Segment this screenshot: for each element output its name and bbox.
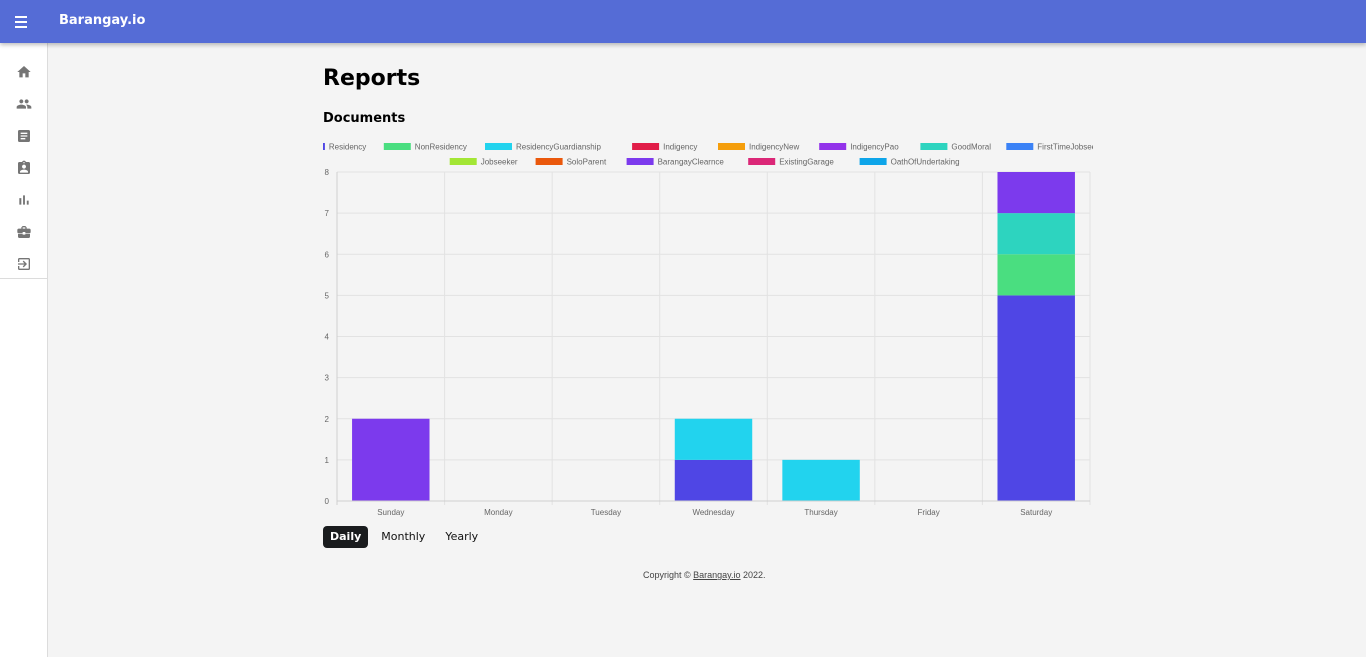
- legend-label: ResidencyGuardianship: [516, 143, 601, 152]
- legend-item[interactable]: IndigencyNew: [718, 143, 799, 152]
- app-brand[interactable]: Barangay.io: [59, 13, 146, 28]
- tab-daily[interactable]: Daily: [323, 526, 369, 548]
- y-tick-label: 5: [325, 291, 330, 300]
- tab-yearly[interactable]: Yearly: [445, 530, 479, 543]
- y-tick-label: 4: [325, 333, 330, 342]
- chart-axes: 0 1 2 3 4 5 6 7 8 Sunday Monday Tuesday Wednesday Thu…: [325, 168, 1090, 517]
- y-tick-label: 6: [325, 250, 330, 259]
- y-tick-label: 0: [325, 497, 330, 506]
- legend-label: FirstTimeJobseeker: [1037, 143, 1093, 152]
- people-icon: [16, 99, 31, 109]
- sidebar: [0, 43, 48, 657]
- legend-swatch: [748, 158, 776, 165]
- legend-label: NonResidency: [415, 143, 467, 152]
- legend-item[interactable]: OathOfUndertaking: [859, 158, 960, 167]
- legend-item[interactable]: Indigency: [632, 143, 697, 152]
- y-tick-label: 3: [325, 374, 330, 383]
- x-tick-label: Wednesday: [692, 508, 734, 517]
- y-tick-label: 7: [325, 209, 330, 218]
- legend-swatch: [485, 143, 512, 150]
- legend-label: GoodMoral: [951, 143, 991, 152]
- footer-prefix: Copyright ©: [643, 570, 694, 580]
- bar-segment[interactable]: [782, 459, 860, 501]
- page-title: Reports: [323, 66, 421, 91]
- legend-item[interactable]: GoodMoral: [920, 143, 991, 152]
- x-tick-label: Friday: [918, 508, 940, 517]
- legend-item[interactable]: BarangayClearnce: [626, 158, 725, 167]
- sidebar-item-documents[interactable]: [0, 120, 47, 152]
- tab-monthly[interactable]: Monthly: [381, 530, 426, 543]
- legend-label: Indigency: [663, 143, 697, 152]
- y-tick-label: 1: [325, 456, 330, 465]
- legend-label: Jobseeker: [481, 158, 518, 167]
- briefcase-icon: [16, 226, 31, 238]
- sidebar-item-home[interactable]: [0, 56, 47, 88]
- bar-segment[interactable]: [997, 254, 1075, 296]
- chart-legend: Residency NonResidency ResidencyGuardiansh…: [323, 143, 1093, 167]
- legend-label: BarangayClearnce: [658, 158, 725, 167]
- section-title: Documents: [323, 111, 406, 126]
- legend-item[interactable]: NonResidency: [383, 143, 467, 152]
- home-icon: [16, 66, 31, 78]
- legend-item[interactable]: SoloParent: [535, 158, 607, 167]
- legend-swatch: [819, 143, 847, 150]
- bar-segment[interactable]: [352, 418, 430, 501]
- legend-item[interactable]: Residency: [323, 143, 366, 152]
- legend-item[interactable]: Jobseeker: [449, 158, 518, 167]
- legend-swatch: [718, 143, 745, 150]
- bar-chart-icon: [18, 195, 29, 205]
- sidebar-item-reports[interactable]: [0, 184, 47, 216]
- y-tick-label: 2: [325, 415, 330, 424]
- legend-label: ExistingGarage: [779, 158, 834, 167]
- chart-bars: [352, 172, 1075, 501]
- x-tick-label: Tuesday: [591, 508, 621, 517]
- sidebar-item-officials[interactable]: [0, 152, 47, 184]
- top-app-bar: Barangay.io: [0, 0, 1366, 43]
- period-tabs: Daily Monthly Yearly: [323, 526, 485, 548]
- legend-swatch: [632, 143, 660, 150]
- documents-bar-chart: Residency NonResidency ResidencyGuardiansh…: [323, 143, 1093, 517]
- legend-label: IndigencyNew: [749, 143, 799, 152]
- legend-swatch: [626, 158, 654, 165]
- assignment-ind-icon: [17, 160, 30, 174]
- sidebar-nav: [0, 43, 47, 279]
- legend-label: Residency: [329, 143, 366, 152]
- document-icon: [17, 130, 30, 142]
- bar-segment[interactable]: [997, 295, 1075, 501]
- legend-label: OathOfUndertaking: [891, 158, 960, 167]
- footer-link[interactable]: Barangay.io: [693, 570, 741, 580]
- legend-item[interactable]: ExistingGarage: [748, 158, 834, 167]
- logout-icon: [17, 258, 30, 270]
- y-tick-label: 8: [325, 168, 330, 177]
- footer-copyright: Copyright © Barangay.io 2022.: [643, 570, 766, 580]
- menu-icon[interactable]: [11, 11, 33, 33]
- bar-segment[interactable]: [997, 213, 1075, 255]
- x-tick-label: Thursday: [804, 508, 837, 517]
- bar-segment[interactable]: [674, 418, 753, 460]
- legend-label: IndigencyPao: [850, 143, 899, 152]
- bar-segment[interactable]: [674, 459, 753, 501]
- x-tick-label: Sunday: [377, 508, 404, 517]
- legend-swatch: [859, 158, 887, 165]
- legend-swatch: [1006, 143, 1034, 150]
- legend-swatch: [535, 158, 563, 165]
- x-tick-label: Saturday: [1020, 508, 1052, 517]
- legend-swatch: [383, 143, 411, 150]
- sidebar-item-business[interactable]: [0, 216, 47, 248]
- footer-suffix: 2022.: [740, 570, 766, 580]
- legend-swatch: [323, 143, 325, 150]
- legend-item[interactable]: FirstTimeJobseeker: [1006, 143, 1093, 152]
- legend-swatch: [449, 158, 477, 165]
- sidebar-item-logout[interactable]: [0, 248, 47, 280]
- legend-item[interactable]: ResidencyGuardianship: [485, 143, 601, 152]
- x-tick-label: Monday: [484, 508, 512, 517]
- legend-swatch: [920, 143, 948, 150]
- sidebar-item-residents[interactable]: [0, 88, 47, 120]
- legend-item[interactable]: IndigencyPao: [819, 143, 899, 152]
- legend-label: SoloParent: [567, 158, 607, 167]
- bar-segment[interactable]: [997, 172, 1075, 214]
